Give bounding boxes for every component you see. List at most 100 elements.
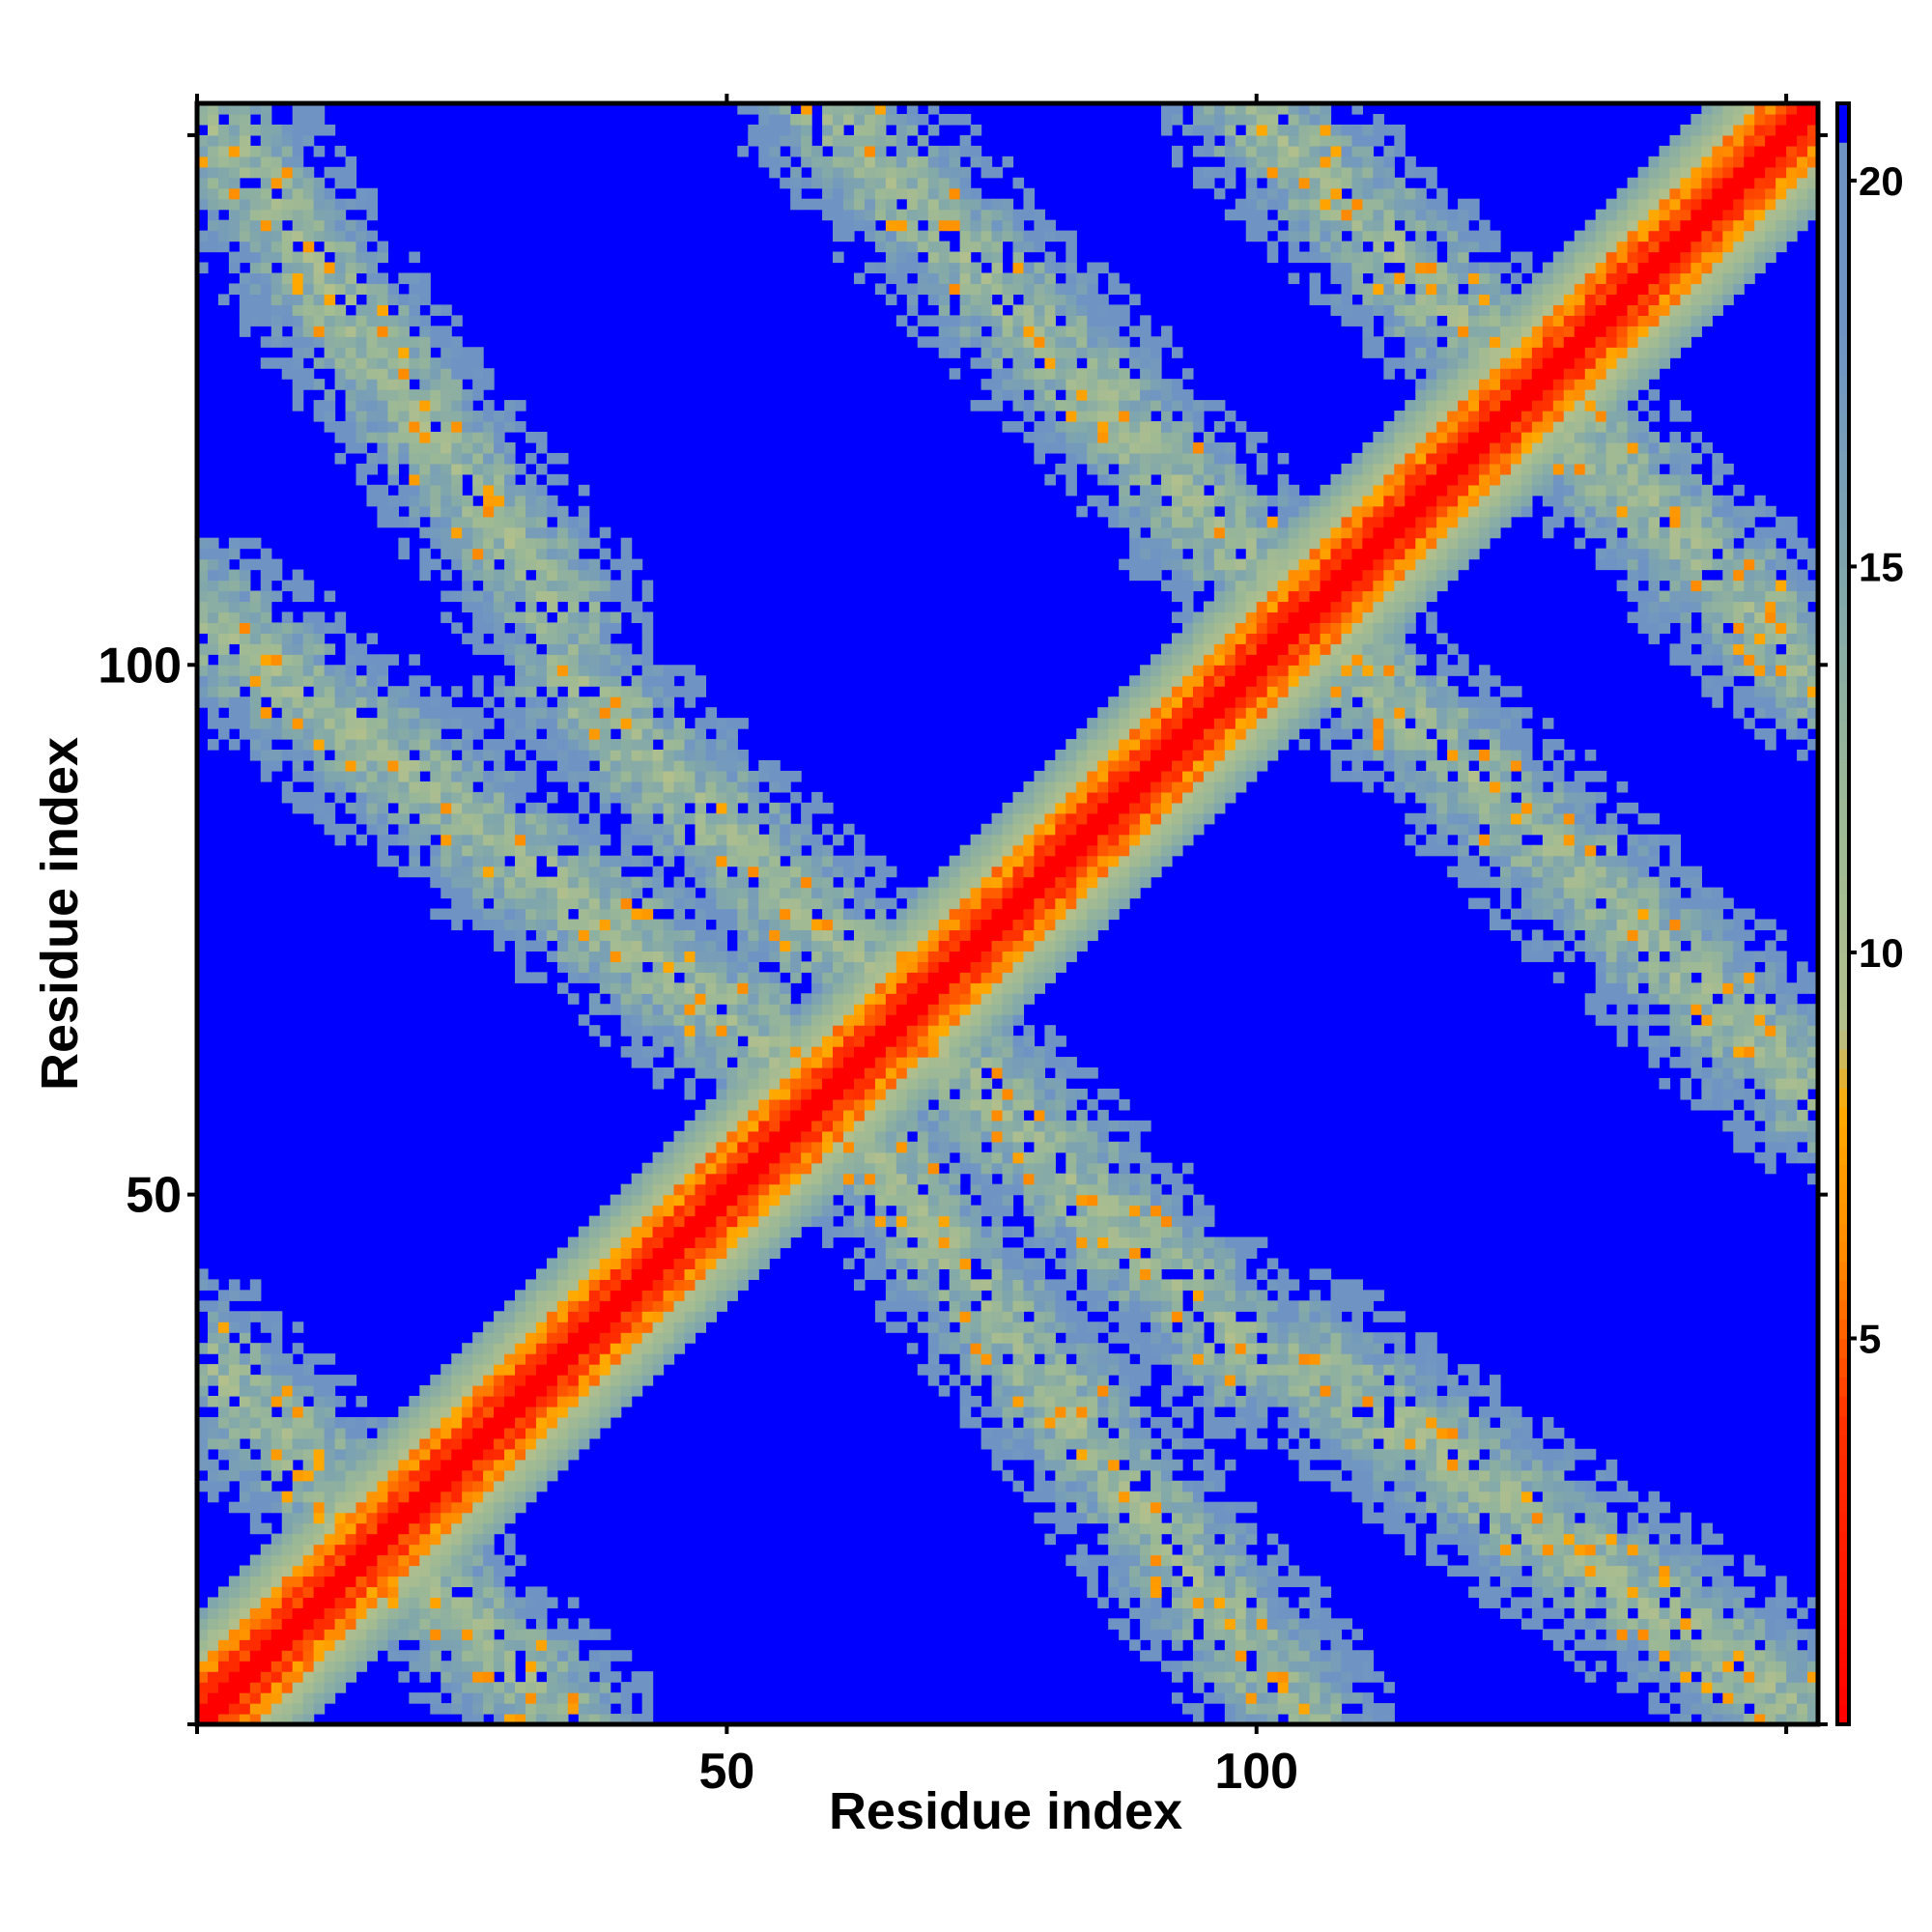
heatmap-cell bbox=[864, 993, 876, 1005]
heatmap-cell bbox=[535, 1375, 548, 1386]
heatmap-cell bbox=[451, 876, 463, 889]
heatmap-cell bbox=[853, 1173, 866, 1185]
heatmap-cell bbox=[790, 145, 802, 157]
heatmap-cell bbox=[387, 1650, 399, 1662]
heatmap-cell bbox=[970, 1141, 982, 1153]
heatmap-cell bbox=[874, 1215, 887, 1228]
heatmap-cell bbox=[726, 1151, 738, 1164]
heatmap-cell bbox=[270, 1459, 283, 1471]
heatmap-cell bbox=[239, 1491, 251, 1503]
heatmap-cell bbox=[1012, 1268, 1025, 1280]
heatmap-cell bbox=[1002, 1162, 1014, 1175]
heatmap-cell bbox=[377, 304, 389, 316]
heatmap-cell bbox=[462, 834, 473, 846]
heatmap-cell bbox=[483, 844, 495, 857]
heatmap-cell bbox=[949, 1120, 961, 1132]
heatmap-cell bbox=[737, 1120, 749, 1132]
heatmap-cell bbox=[780, 1141, 791, 1153]
heatmap-cell bbox=[748, 1141, 759, 1153]
heatmap-cell bbox=[228, 675, 241, 687]
heatmap-cell bbox=[938, 177, 951, 189]
heatmap-cell bbox=[451, 1597, 463, 1608]
heatmap-cell bbox=[355, 696, 368, 708]
heatmap-cell bbox=[556, 1661, 569, 1672]
heatmap-cell bbox=[684, 791, 696, 804]
heatmap-cell bbox=[906, 326, 919, 337]
heatmap-cell bbox=[895, 1088, 908, 1100]
heatmap-cell bbox=[917, 1088, 929, 1100]
heatmap-cell bbox=[334, 1533, 347, 1546]
heatmap-cell bbox=[292, 1607, 304, 1619]
heatmap-cell bbox=[483, 1321, 495, 1333]
heatmap-cell bbox=[705, 1290, 717, 1301]
heatmap-cell bbox=[197, 558, 209, 571]
heatmap-cell bbox=[853, 972, 866, 983]
heatmap-cell bbox=[874, 1109, 887, 1122]
heatmap-cell bbox=[239, 718, 251, 729]
heatmap-cell bbox=[843, 1025, 855, 1037]
heatmap-cell bbox=[641, 897, 654, 910]
heatmap-cell bbox=[494, 622, 505, 634]
heatmap-cell bbox=[588, 707, 601, 719]
heatmap-cell bbox=[217, 1586, 230, 1598]
heatmap-cell bbox=[631, 823, 643, 836]
heatmap-cell bbox=[1002, 1226, 1014, 1238]
heatmap-cell bbox=[483, 802, 495, 814]
heatmap-cell bbox=[843, 156, 855, 168]
heatmap-cell bbox=[260, 1544, 272, 1556]
heatmap-cell bbox=[991, 1332, 1004, 1344]
heatmap-cell bbox=[324, 1396, 336, 1407]
heatmap-cell bbox=[281, 1692, 294, 1704]
heatmap-cell bbox=[620, 1311, 633, 1322]
heatmap-cell bbox=[991, 866, 1004, 878]
heatmap-cell bbox=[567, 750, 580, 761]
heatmap-cell bbox=[927, 219, 940, 232]
heatmap-cell bbox=[959, 1162, 972, 1175]
heatmap-cell bbox=[631, 707, 643, 719]
heatmap-cell bbox=[811, 1077, 823, 1090]
heatmap-cell bbox=[663, 1279, 675, 1291]
heatmap-cell bbox=[769, 156, 781, 168]
heatmap-cell bbox=[705, 1226, 717, 1238]
heatmap-cell bbox=[239, 1406, 251, 1418]
heatmap-cell bbox=[811, 1098, 823, 1111]
heatmap-cell bbox=[695, 919, 707, 931]
heatmap-cell bbox=[451, 590, 463, 603]
heatmap-cell bbox=[610, 1226, 622, 1238]
heatmap-cell bbox=[494, 1682, 505, 1693]
heatmap-cell bbox=[504, 463, 516, 475]
heatmap-cell bbox=[345, 219, 357, 232]
heatmap-cell bbox=[292, 166, 304, 179]
heatmap-cell bbox=[419, 1385, 431, 1397]
heatmap-cell bbox=[419, 1533, 431, 1546]
heatmap-cell bbox=[716, 961, 727, 973]
heatmap-cell bbox=[207, 198, 219, 211]
heatmap-cell bbox=[949, 993, 961, 1005]
heatmap-cell bbox=[281, 230, 294, 242]
heatmap-cell bbox=[387, 389, 399, 401]
heatmap-cell bbox=[758, 156, 770, 168]
heatmap-cell bbox=[684, 1004, 696, 1015]
heatmap-cell bbox=[599, 1205, 611, 1217]
heatmap-cell bbox=[462, 452, 473, 465]
heatmap-cell bbox=[355, 1597, 368, 1608]
heatmap-cell bbox=[588, 1236, 601, 1249]
heatmap-cell bbox=[483, 1671, 495, 1683]
heatmap-cell bbox=[695, 1205, 707, 1217]
heatmap-cell bbox=[1002, 982, 1014, 994]
heatmap-cell bbox=[525, 1364, 537, 1376]
heatmap-cell bbox=[239, 230, 251, 242]
heatmap-cell bbox=[843, 993, 855, 1005]
heatmap-cell bbox=[578, 887, 590, 899]
heatmap-cell bbox=[991, 241, 1004, 253]
heatmap-cell bbox=[334, 272, 347, 285]
heatmap-cell bbox=[790, 177, 802, 189]
heatmap-cell bbox=[588, 1427, 601, 1439]
heatmap-cell bbox=[525, 548, 537, 560]
heatmap-cell bbox=[641, 1247, 654, 1260]
heatmap-cell bbox=[419, 347, 431, 358]
heatmap-cell bbox=[695, 1141, 707, 1153]
heatmap-cell bbox=[430, 1565, 441, 1577]
heatmap-cell bbox=[895, 919, 908, 931]
heatmap-cell bbox=[578, 961, 590, 973]
